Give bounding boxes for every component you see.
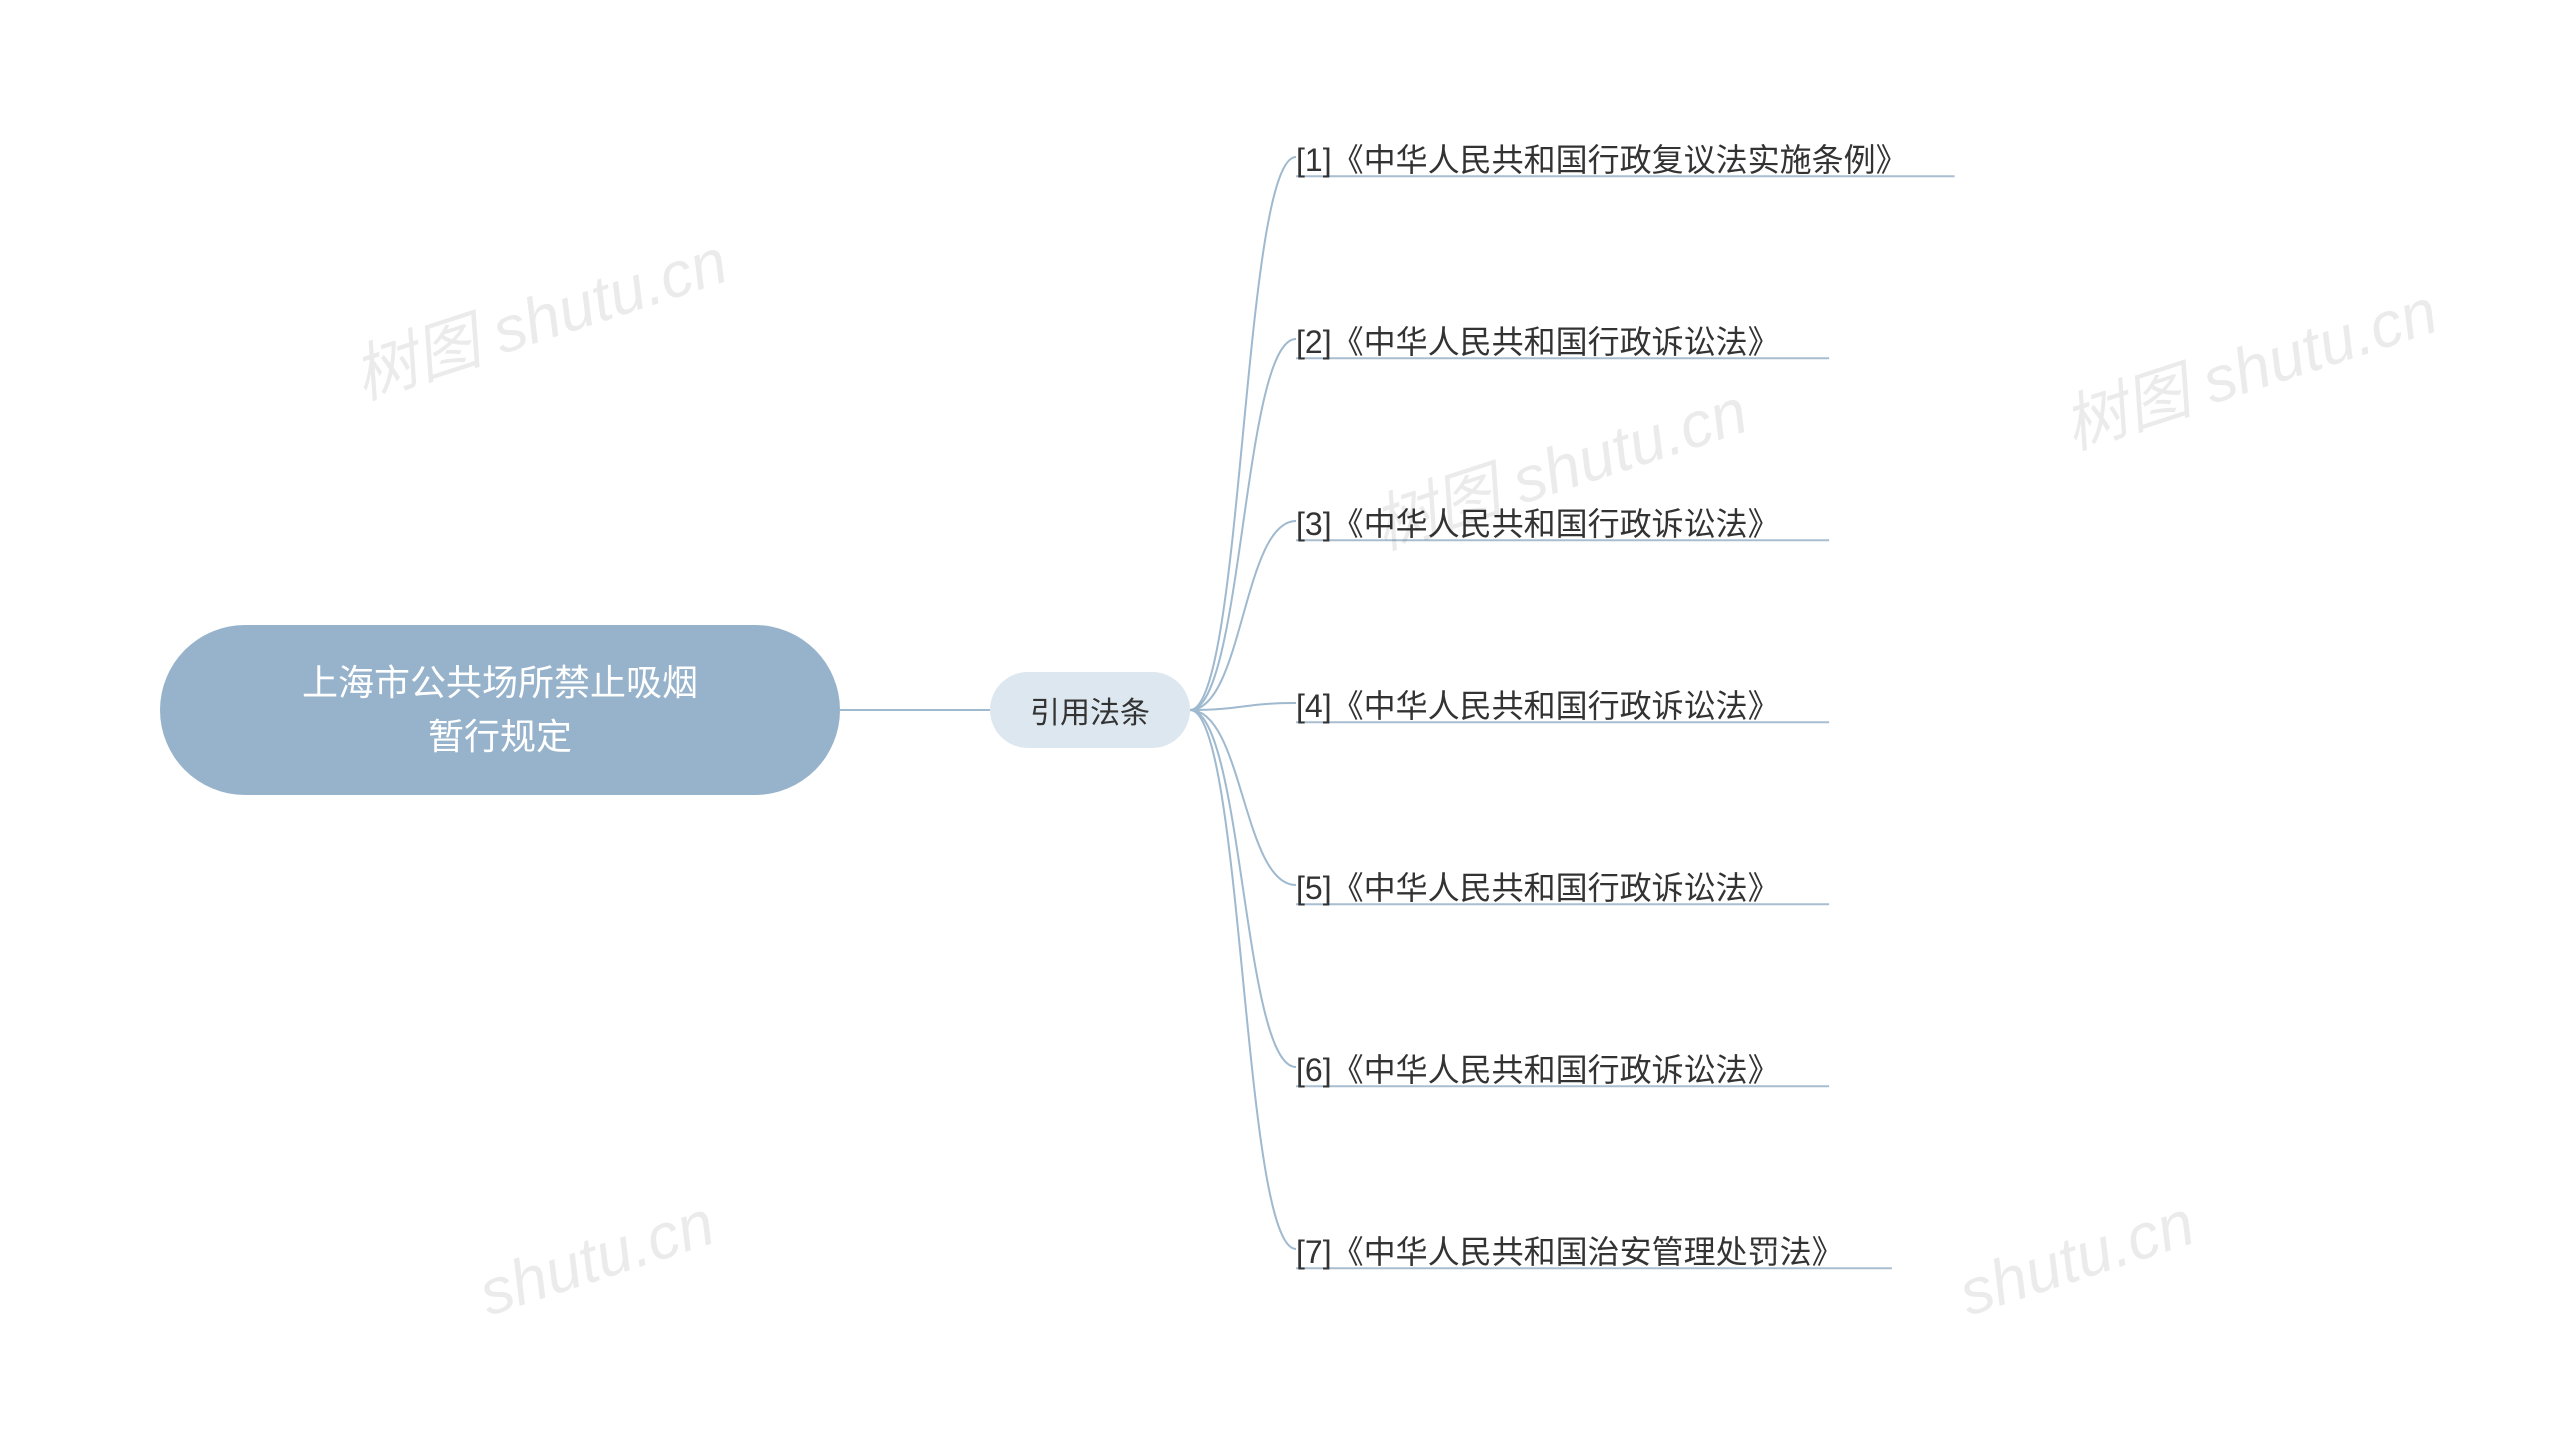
leaf-text: [5]《中华人民共和国行政诉讼法》: [1296, 863, 1780, 909]
branch-node: 引用法条: [990, 672, 1190, 748]
leaf-text: [2]《中华人民共和国行政诉讼法》: [1296, 317, 1780, 363]
branch-text: 引用法条: [1030, 688, 1150, 732]
leaf-text: [3]《中华人民共和国行政诉讼法》: [1296, 499, 1780, 545]
leaf-node: [5]《中华人民共和国行政诉讼法》: [1296, 863, 1780, 909]
watermark: shutu.cn: [470, 1185, 723, 1330]
leaf-text: [1]《中华人民共和国行政复议法实施条例》: [1296, 135, 1908, 181]
root-text-line2: 暂行规定: [428, 716, 572, 757]
watermark: 树图 shutu.cn: [2050, 260, 2447, 467]
leaf-node: [3]《中华人民共和国行政诉讼法》: [1296, 499, 1780, 545]
watermark: 树图 shutu.cn: [340, 210, 737, 417]
leaf-node: [2]《中华人民共和国行政诉讼法》: [1296, 317, 1780, 363]
leaf-node: [4]《中华人民共和国行政诉讼法》: [1296, 681, 1780, 727]
leaf-text: [6]《中华人民共和国行政诉讼法》: [1296, 1045, 1780, 1091]
leaf-text: [4]《中华人民共和国行政诉讼法》: [1296, 681, 1780, 727]
leaf-node: [7]《中华人民共和国治安管理处罚法》: [1296, 1227, 1844, 1273]
root-node: 上海市公共场所禁止吸烟 暂行规定: [160, 625, 840, 795]
leaf-text: [7]《中华人民共和国治安管理处罚法》: [1296, 1227, 1844, 1273]
leaf-node: [6]《中华人民共和国行政诉讼法》: [1296, 1045, 1780, 1091]
root-text-line1: 上海市公共场所禁止吸烟: [302, 662, 698, 703]
leaf-node: [1]《中华人民共和国行政复议法实施条例》: [1296, 135, 1908, 181]
watermark: shutu.cn: [1950, 1185, 2203, 1330]
